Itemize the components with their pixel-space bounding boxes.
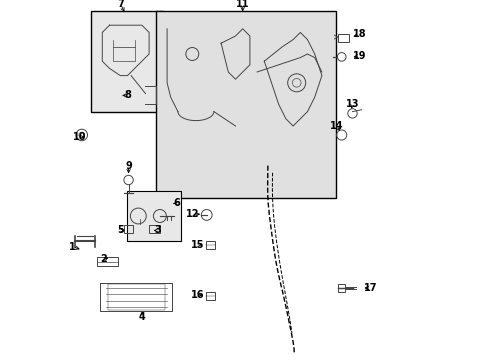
Bar — [205, 241, 215, 249]
Bar — [149, 225, 160, 233]
Bar — [97, 257, 118, 266]
Bar — [91, 11, 163, 112]
Text: 17: 17 — [363, 283, 376, 293]
Text: 11: 11 — [236, 0, 249, 9]
Text: 9: 9 — [125, 161, 132, 171]
Text: 7: 7 — [117, 0, 123, 9]
Text: 16: 16 — [190, 290, 204, 300]
Text: 12: 12 — [185, 209, 199, 219]
Bar — [127, 191, 181, 241]
Text: 8: 8 — [124, 90, 131, 100]
Text: 18: 18 — [352, 29, 366, 39]
Text: 5: 5 — [117, 225, 123, 235]
Bar — [205, 292, 215, 300]
Text: 3: 3 — [154, 225, 161, 235]
Text: 1: 1 — [69, 242, 76, 252]
Bar — [156, 11, 336, 198]
Text: 6: 6 — [173, 198, 180, 208]
Text: 10: 10 — [73, 132, 86, 142]
Text: 13: 13 — [345, 99, 359, 109]
Text: 2: 2 — [100, 254, 106, 264]
Bar — [337, 284, 345, 292]
Bar — [337, 34, 348, 42]
Text: 15: 15 — [190, 240, 204, 250]
Text: 14: 14 — [329, 121, 343, 131]
Bar — [123, 225, 133, 233]
Text: 19: 19 — [352, 51, 366, 61]
Text: 4: 4 — [138, 312, 145, 322]
